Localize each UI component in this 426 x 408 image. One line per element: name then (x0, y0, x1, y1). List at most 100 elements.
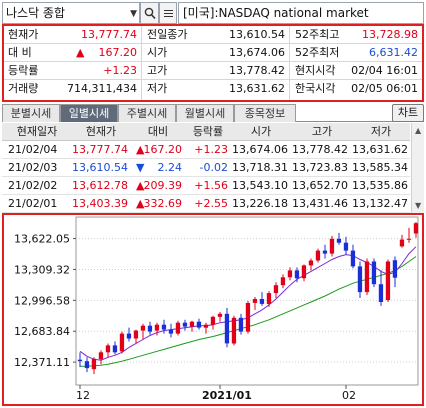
down-arrow-icon: ▼ (136, 161, 145, 174)
x-tick-label: 02 (342, 389, 356, 402)
search-button[interactable] (140, 2, 159, 24)
divider (289, 26, 290, 100)
prev-close: 13,610.54 (229, 28, 285, 41)
tab-weekly[interactable]: 주별시세 (118, 104, 176, 122)
candle (175, 322, 181, 334)
tab-minute[interactable]: 분별시세 (2, 104, 60, 122)
chart-canvas: 13,622.05 13,309.32 12,996.58 12,683.84 12,3… (14, 216, 419, 402)
y-tick-label: 13,309.32 (14, 263, 70, 276)
candle (315, 250, 321, 261)
cell-high: 13,431.46 (292, 197, 348, 210)
candle (392, 260, 398, 278)
summary-label: 고가 (147, 64, 168, 77)
open-price: 13,674.06 (229, 46, 285, 59)
summary-label: 시가 (147, 46, 168, 59)
summary-label: 현지시각 (295, 64, 336, 77)
up-arrow-icon: ▲ (136, 197, 145, 210)
candle (406, 238, 412, 240)
x-tick-label: 12 (76, 389, 90, 402)
cell-low: 13,631.62 (352, 143, 408, 156)
high-52w: 13,728.98 (362, 28, 418, 41)
scroll-up-icon[interactable]: ▲ (415, 126, 422, 135)
table-header: 현재일자 현재가 대비 등락률 시가 고가 저가 (2, 123, 410, 141)
menu-icon-line (164, 13, 173, 14)
candle (308, 260, 314, 266)
summary-label: 대 비 (8, 46, 32, 59)
tab-bar: 분별시세 일별시세 주별시세 월별시세 종목정보 차트 (2, 104, 424, 122)
cell-diff: 167.20 (143, 143, 183, 156)
candle (168, 329, 174, 334)
cell-diff: 332.69 (143, 197, 183, 210)
col-header: 시가 (250, 125, 272, 138)
cell-price: 13,612.78 (72, 179, 128, 192)
table-row[interactable]: 21/02/02 13,612.78 209.39 +1.56 13,543.10 13,… (2, 177, 410, 195)
candle (322, 250, 328, 254)
local-time: 02/04 16:01 (351, 64, 418, 77)
summary-label: 등락률 (8, 64, 39, 77)
scrollbar[interactable]: ▲ ▼ (411, 123, 424, 213)
cell-open: 13,674.06 (232, 143, 288, 156)
up-arrow-icon: ▲ (136, 179, 145, 192)
cell-diff: 2.24 (157, 161, 183, 174)
summary-label: 한국시각 (295, 82, 336, 95)
summary-label: 52주최고 (295, 28, 340, 41)
top-bar: 나스닥 종합 ▼ [미국]:NASDAQ national market (2, 2, 424, 25)
cell-date: 21/02/01 (8, 197, 58, 210)
cell-high: 13,778.42 (292, 143, 348, 156)
candle (98, 352, 104, 360)
chart-button[interactable]: 차트 (392, 104, 424, 122)
y-tick-label: 12,996.58 (14, 294, 70, 307)
symbol-select[interactable]: 나스닥 종합 ▼ (2, 2, 140, 24)
candle (336, 238, 342, 243)
chevron-down-icon: ▼ (130, 9, 137, 19)
table-row[interactable]: 21/02/04 13,777.74 167.20 +1.23 13,674.06 13,… (2, 141, 410, 159)
col-header: 저가 (370, 125, 392, 138)
summary-row: 등락률 +1.23 고가 13,778.42 현지시각 02/04 16:01 (4, 62, 422, 80)
volume: 714,311,434 (67, 82, 137, 95)
table-row[interactable]: 21/02/03 13,610.54 2.24 -0.02 13,718.31 13,72… (2, 159, 410, 177)
candle (105, 345, 111, 353)
summary-label: 거래량 (8, 82, 39, 95)
search-icon (144, 7, 156, 20)
korea-time: 02/05 06:01 (351, 82, 418, 95)
summary-row: 거래량 714,311,434 저가 13,631.62 한국시각 02/05 … (4, 80, 422, 98)
candle (245, 303, 251, 332)
cell-price: 13,610.54 (72, 161, 128, 174)
market-field: [미국]:NASDAQ national market (178, 2, 424, 24)
candle (133, 330, 139, 339)
table-row[interactable]: 21/02/01 13,403.39 332.69 +2.55 13,226.18 13,… (2, 195, 410, 213)
candle (126, 333, 132, 339)
candle (77, 359, 83, 362)
candle (231, 317, 237, 344)
cell-high: 13,723.83 (292, 161, 348, 174)
candle (343, 242, 349, 251)
candle (119, 333, 125, 352)
candle (161, 324, 167, 330)
candle (217, 313, 223, 317)
candle (350, 250, 356, 267)
candle (364, 261, 370, 293)
x-tick-label: 2021/01 (202, 389, 252, 402)
candle (266, 293, 272, 304)
scroll-down-icon[interactable]: ▼ (415, 201, 422, 210)
candle (259, 299, 265, 304)
candle (238, 317, 244, 332)
candle (357, 266, 363, 293)
y-tick-label: 13,622.05 (14, 233, 70, 246)
col-header: 등락률 (192, 125, 224, 138)
menu-button[interactable] (159, 2, 177, 24)
tab-info[interactable]: 종목정보 (234, 104, 296, 122)
change-value: 167.20 (98, 46, 138, 59)
col-header: 현재일자 (16, 125, 58, 138)
tab-daily[interactable]: 일별시세 (60, 104, 118, 122)
plot-area (75, 216, 419, 386)
cell-open: 13,543.10 (232, 179, 288, 192)
candle (210, 316, 216, 325)
candle (182, 322, 188, 327)
summary-label: 현재가 (8, 28, 39, 41)
cell-rate: +2.55 (194, 197, 228, 210)
candle (84, 361, 90, 369)
menu-icon-line (164, 16, 173, 17)
cell-open: 13,718.31 (232, 161, 288, 174)
tab-monthly[interactable]: 월별시세 (176, 104, 234, 122)
